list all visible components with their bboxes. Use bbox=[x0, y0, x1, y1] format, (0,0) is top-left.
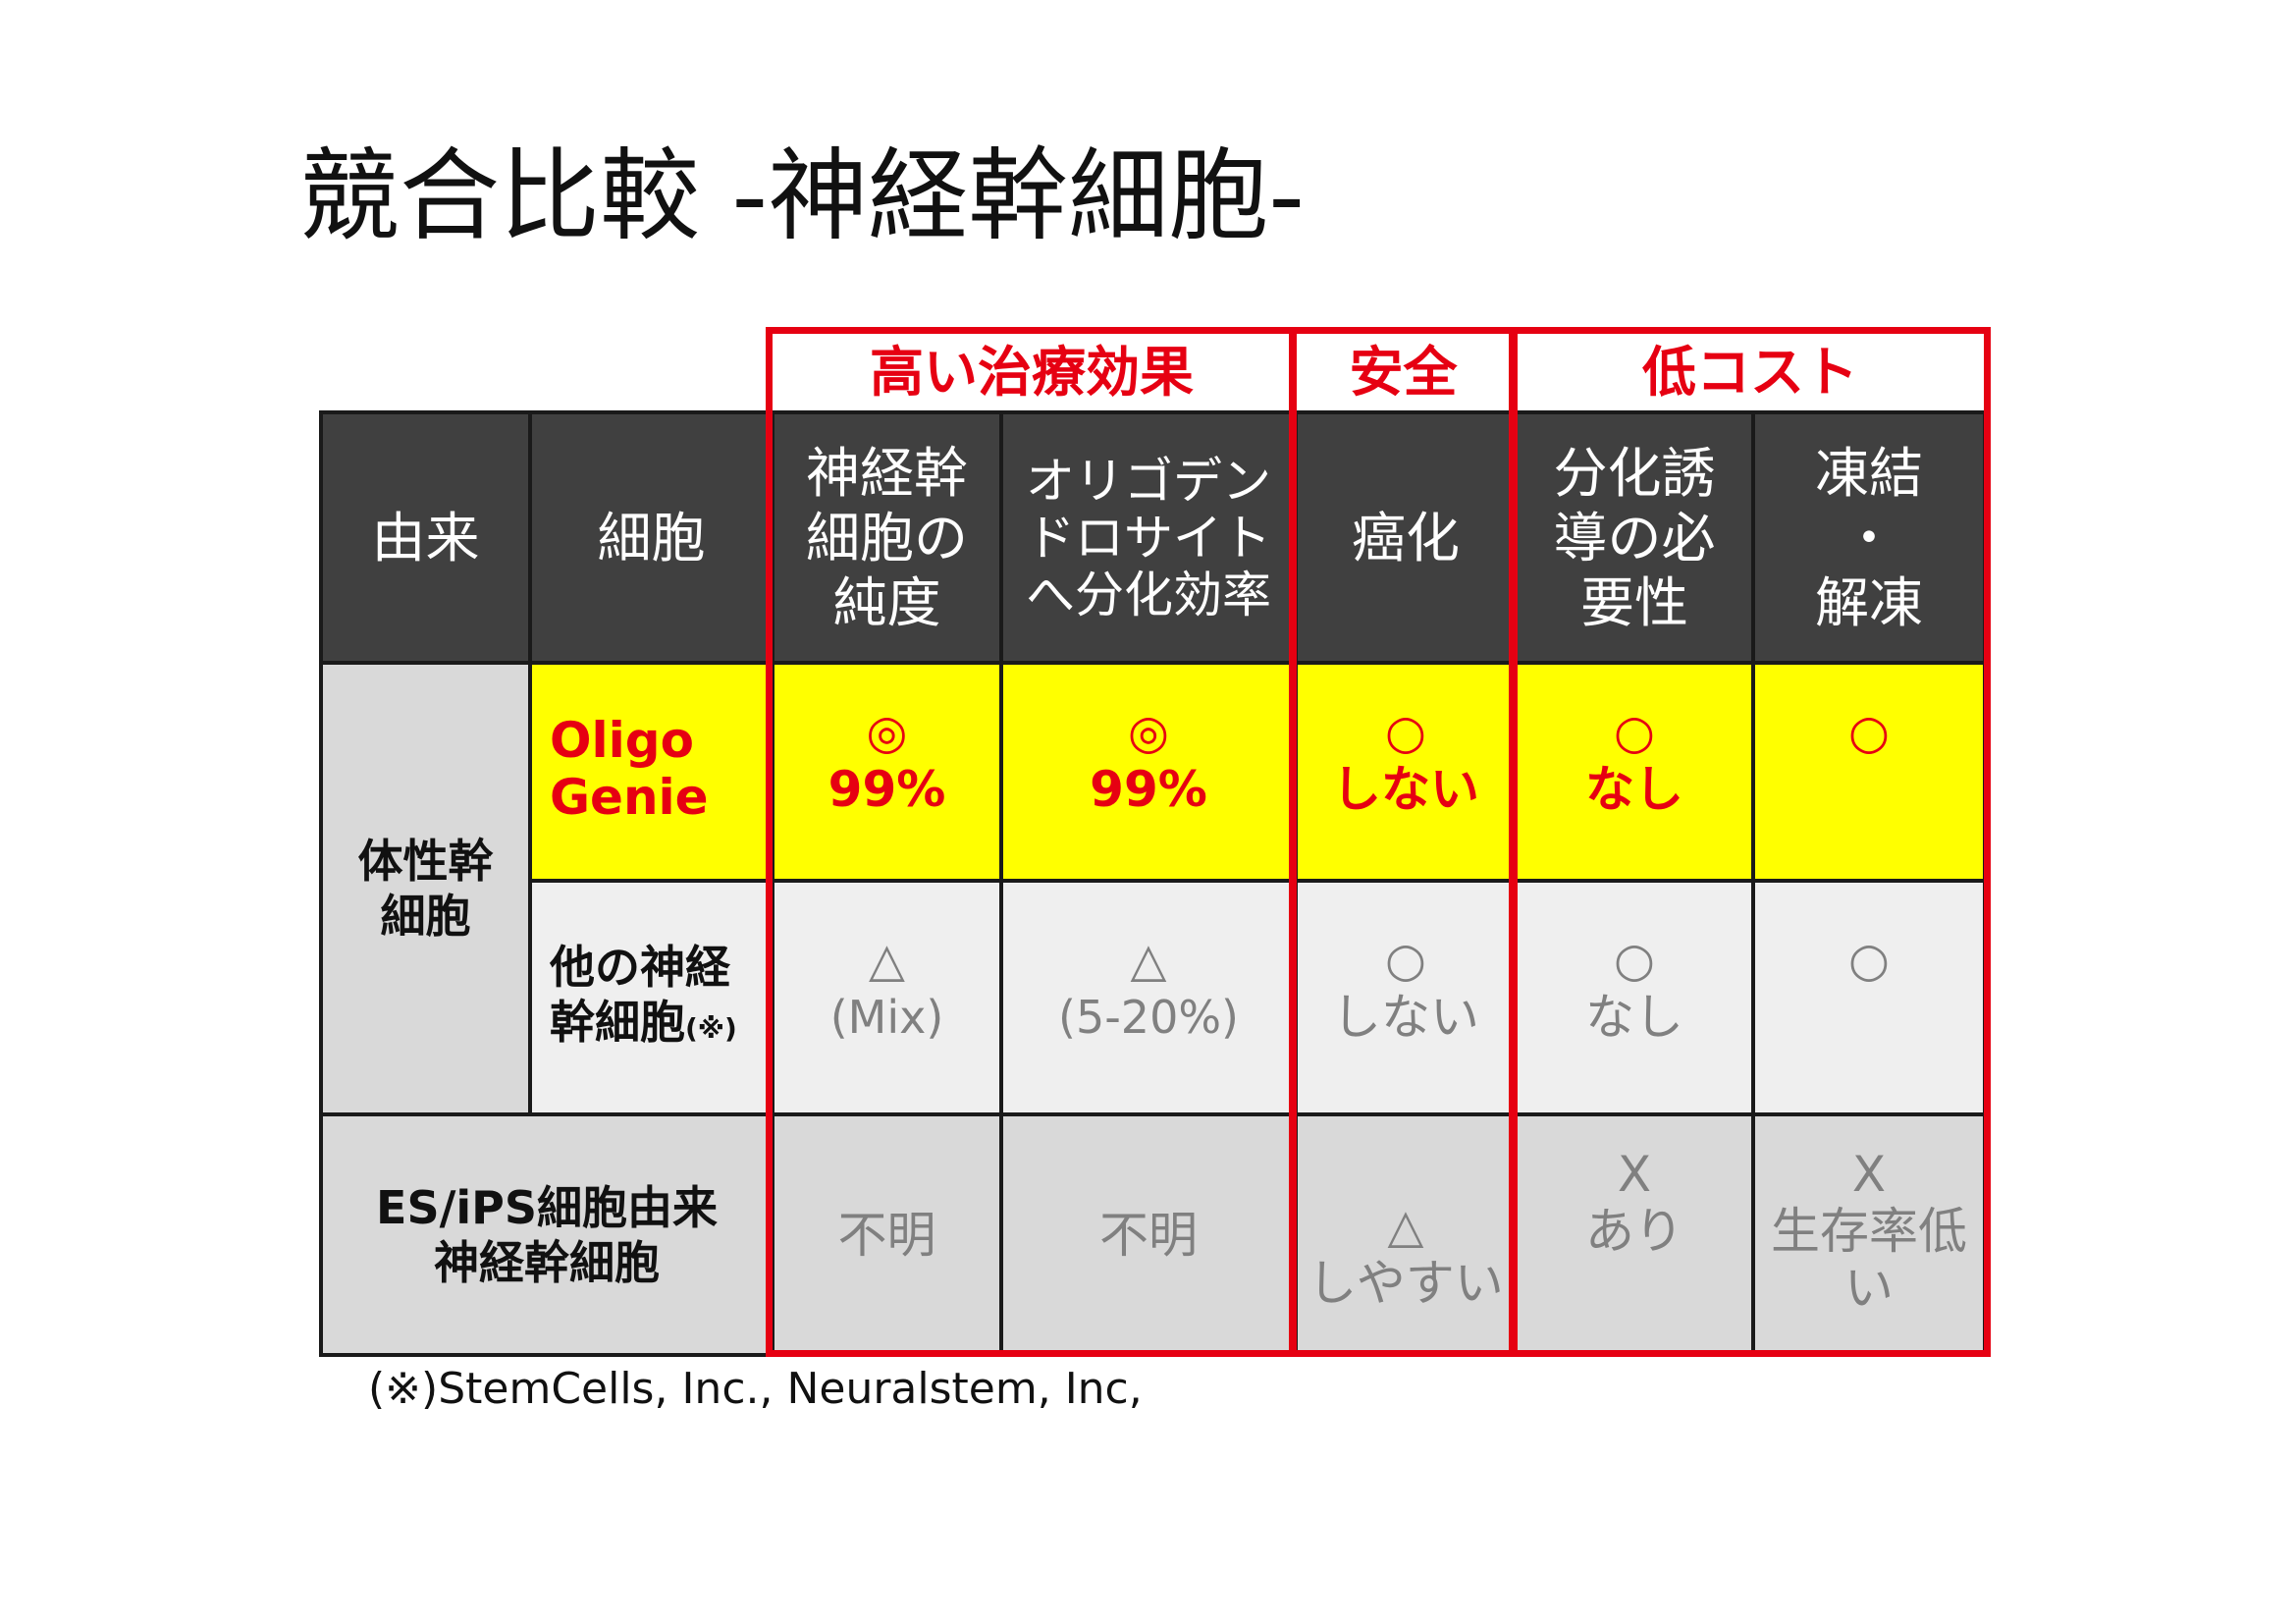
circle-icon: ○ bbox=[1848, 705, 1890, 760]
row-label-somatic: 体性幹 細胞 bbox=[321, 663, 530, 1114]
header-cancer: 癌化 bbox=[1296, 412, 1516, 663]
cross-icon: X bbox=[1851, 1146, 1887, 1203]
row-name-other-nsc: 他の神経 幹細胞(※) bbox=[530, 881, 773, 1114]
highlight-box-efficacy bbox=[766, 327, 1297, 1357]
header-purity: 神経幹 細胞の 純度 bbox=[773, 412, 1001, 663]
circle-icon: ○ bbox=[1614, 705, 1655, 760]
circle-icon: ○ bbox=[1848, 933, 1890, 988]
page-title: 競合比較 -神経幹細胞- bbox=[299, 138, 1306, 255]
oligogenie-freeze-thaw: ○ bbox=[1753, 663, 1985, 881]
triangle-icon: △ bbox=[869, 933, 905, 988]
grid-line bbox=[528, 410, 532, 1116]
footnote: (※)StemCells, Inc., Neuralstem, Inc, bbox=[368, 1364, 1143, 1414]
grid-line bbox=[319, 410, 323, 1357]
header-cell: 細胞 bbox=[530, 412, 773, 663]
grid-line bbox=[999, 410, 1003, 1357]
cross-icon: X bbox=[1617, 1146, 1652, 1203]
highlight-box-cost bbox=[1509, 327, 1991, 1357]
header-freeze-thaw: 凍結 ・ 解凍 bbox=[1753, 412, 1985, 663]
group-label-efficacy: 高い治療効果 bbox=[773, 332, 1291, 412]
other-nsc-purity: △ (Mix) bbox=[773, 881, 1001, 1114]
other-nsc-induction: ○ なし bbox=[1516, 881, 1753, 1114]
group-label-cost: 低コスト bbox=[1516, 332, 1985, 412]
oligogenie-induction: ○ なし bbox=[1516, 663, 1753, 881]
header-induction: 分化誘 導の必 要性 bbox=[1516, 412, 1753, 663]
grid-line bbox=[319, 1112, 1987, 1116]
grid-line bbox=[319, 410, 1987, 414]
double-circle-icon: ◎ bbox=[866, 705, 908, 760]
circle-icon: ○ bbox=[1614, 933, 1655, 988]
row-name-es-ips: ES/iPS細胞由来 神経幹細胞 bbox=[321, 1114, 773, 1355]
circle-icon: ○ bbox=[1385, 705, 1426, 760]
oligogenie-oligo-diff: ◎ 99% bbox=[1001, 663, 1296, 881]
grid-line bbox=[319, 661, 1987, 665]
grid-line bbox=[771, 410, 774, 1357]
triangle-icon: △ bbox=[1130, 933, 1167, 988]
highlight-box-safety bbox=[1289, 327, 1518, 1357]
es-ips-cancer: △ しやすい bbox=[1296, 1114, 1516, 1355]
row-name-oligogenie: Oligo Genie bbox=[530, 663, 773, 881]
header-oligo-diff: オリゴデン ドロサイト へ分化効率 bbox=[1001, 412, 1296, 663]
grid-line bbox=[528, 879, 1987, 883]
es-ips-purity: 不明 bbox=[773, 1114, 1001, 1355]
es-ips-induction: X あり bbox=[1516, 1114, 1753, 1355]
triangle-icon: △ bbox=[1387, 1198, 1424, 1254]
other-nsc-cancer: ○ しない bbox=[1296, 881, 1516, 1114]
group-label-safety: 安全 bbox=[1296, 332, 1511, 412]
es-ips-oligo-diff: 不明 bbox=[1001, 1114, 1296, 1355]
other-nsc-oligo-diff: △ (5-20%) bbox=[1001, 881, 1296, 1114]
grid-line bbox=[1751, 410, 1755, 1357]
double-circle-icon: ◎ bbox=[1128, 705, 1169, 760]
header-origin: 由来 bbox=[321, 412, 530, 663]
oligogenie-cancer: ○ しない bbox=[1296, 663, 1516, 881]
es-ips-freeze-thaw: X 生存率低 い bbox=[1753, 1114, 1985, 1355]
oligogenie-purity: ◎ 99% bbox=[773, 663, 1001, 881]
other-nsc-freeze-thaw: ○ bbox=[1753, 881, 1985, 1114]
circle-icon: ○ bbox=[1385, 933, 1426, 988]
